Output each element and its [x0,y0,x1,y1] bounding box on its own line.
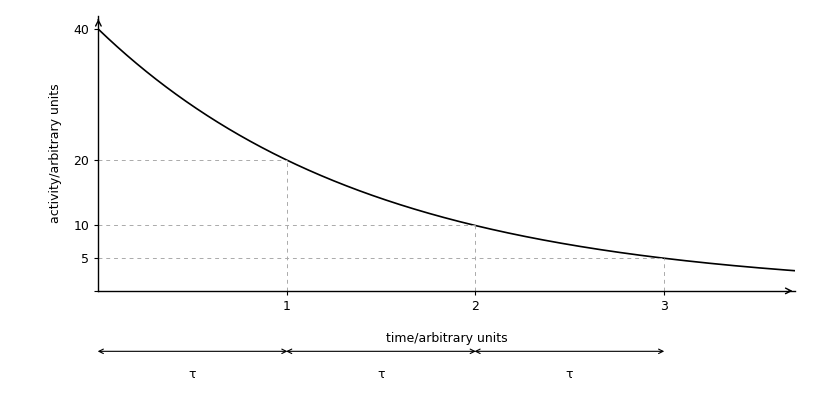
Text: τ: τ [188,368,196,381]
X-axis label: time/arbitrary units: time/arbitrary units [386,332,507,345]
Text: τ: τ [377,368,384,381]
Text: τ: τ [565,368,572,381]
Y-axis label: activity/arbitrary units: activity/arbitrary units [49,84,62,223]
